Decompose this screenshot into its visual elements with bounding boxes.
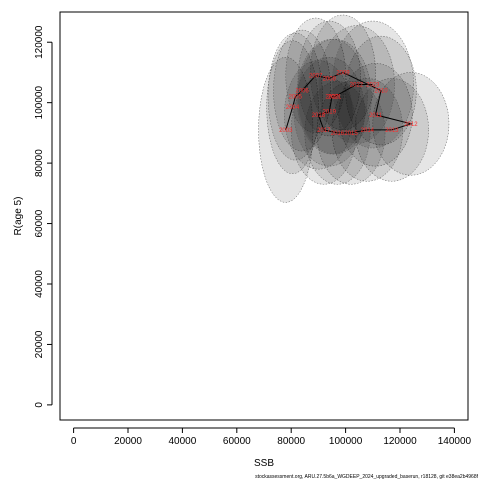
x-tick-label: 20000 [114, 436, 142, 447]
trajectory-line [285, 71, 413, 134]
y-tick-label: 40000 [34, 270, 45, 298]
x-axis: 0 20000 40000 60000 80000 100000 120000 140000 [71, 427, 472, 447]
point-label-2011: 2011 [369, 113, 383, 119]
y-tick-label: 80000 [34, 149, 45, 177]
point-label-2015: 2015 [344, 131, 358, 137]
point-label-2012: 2012 [404, 122, 418, 128]
point-label-2008: 2008 [323, 76, 337, 82]
footer-caption: stockassessment.org, ARU.27.5b6a_WGDEEP_… [255, 474, 479, 480]
x-tick-label: 60000 [223, 436, 251, 447]
y-tick-label: 20000 [34, 330, 45, 358]
x-tick-label: 80000 [277, 436, 305, 447]
point-label-2018: 2018 [312, 113, 326, 119]
point-label-2004: 2004 [286, 105, 300, 111]
x-tick-label: 120000 [383, 436, 417, 447]
point-label-2003: 2003 [279, 128, 293, 134]
x-tick-label: 100000 [329, 436, 363, 447]
point-label-2019: 2019 [323, 110, 337, 116]
point-label-2020: 2020 [325, 95, 339, 101]
point-label-2005: 2005 [289, 95, 303, 101]
y-tick-label: 120000 [34, 25, 45, 59]
point-label-2016: 2016 [331, 131, 345, 137]
y-tick-label: 60000 [34, 209, 45, 237]
x-axis-title: SSB [254, 458, 274, 469]
x-tick-label: 140000 [438, 436, 472, 447]
point-label-2021: 2021 [328, 95, 342, 101]
y-tick-label: 0 [34, 402, 45, 408]
x-tick-label: 0 [71, 436, 77, 447]
x-tick-label: 40000 [168, 436, 196, 447]
point-label-2022: 2022 [350, 83, 364, 89]
point-label-2010: 2010 [374, 89, 388, 95]
trajectory-layer [285, 71, 413, 134]
point-label-2007: 2007 [309, 73, 323, 79]
y-axis-title: R(age 5) [13, 197, 24, 236]
y-axis: 0 20000 40000 60000 80000 100000 120000 [34, 25, 53, 408]
plot-frame [59, 11, 469, 421]
point-label-2014: 2014 [361, 128, 375, 134]
point-label-2023: 2023 [366, 83, 380, 89]
point-label-2006: 2006 [295, 89, 309, 95]
y-tick-label: 100000 [34, 86, 45, 120]
point-label-2009: 2009 [336, 70, 350, 76]
point-label-2013: 2013 [385, 128, 399, 134]
point-label-2017: 2017 [317, 128, 331, 134]
